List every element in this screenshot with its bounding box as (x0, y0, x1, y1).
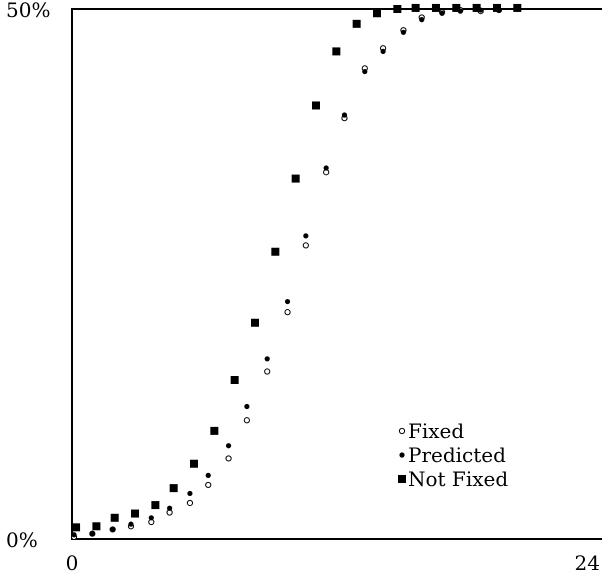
fixed-point-12 (302, 242, 309, 249)
predicted-point-9 (244, 403, 250, 410)
not-fixed-point-7 (210, 426, 219, 435)
series-not-fixed (72, 3, 522, 532)
not-fixed-point-5 (169, 484, 178, 493)
not-fixed-point-1 (92, 522, 101, 531)
predicted-point-0 (71, 532, 77, 538)
predicted-point-6 (187, 490, 193, 497)
predicted-point-10 (264, 356, 270, 362)
not-fixed-point-13 (332, 47, 341, 56)
legend-label-predicted: Predicted (408, 443, 506, 467)
predicted-point-18 (419, 17, 425, 23)
predicted-point-5 (167, 505, 173, 511)
predicted-point-13 (323, 165, 329, 171)
predicted-point-12 (303, 233, 309, 239)
not-fixed-point-22 (513, 3, 522, 12)
tick-labels: 0% 50% 0 24 (6, 0, 600, 575)
y-tick-label-0: 0% (6, 528, 38, 552)
data-markers (70, 3, 522, 540)
fixed-point-10 (264, 368, 271, 375)
legend-marker-not-fixed (398, 475, 406, 483)
not-fixed-point-9 (251, 318, 259, 327)
fixed-point-7 (205, 481, 212, 489)
predicted-point-11 (284, 298, 291, 305)
y-tick-label-50: 50% (6, 0, 50, 22)
not-fixed-point-16 (393, 5, 402, 13)
fixed-point-8 (225, 455, 232, 462)
legend-item-fixed: Fixed (398, 419, 464, 443)
fixed-point-11 (284, 309, 291, 316)
not-fixed-point-11 (291, 174, 300, 183)
predicted-point-16 (380, 48, 386, 55)
legend-item-not-fixed: Not Fixed (398, 467, 508, 491)
not-fixed-point-19 (452, 3, 461, 12)
predicted-point-14 (341, 112, 348, 118)
not-fixed-point-2 (110, 513, 119, 522)
not-fixed-point-15 (373, 9, 381, 18)
predicted-point-7 (205, 472, 211, 478)
not-fixed-point-18 (431, 3, 440, 12)
predicted-point-3 (128, 521, 134, 527)
not-fixed-point-21 (492, 3, 501, 12)
not-fixed-point-10 (271, 247, 280, 256)
predicted-point-15 (362, 68, 368, 75)
not-fixed-point-12 (312, 101, 320, 110)
not-fixed-point-4 (151, 501, 160, 510)
legend-marker-predicted (399, 452, 405, 458)
predicted-point-2 (110, 526, 116, 533)
not-fixed-point-8 (230, 376, 239, 384)
fixed-point-9 (243, 417, 250, 424)
predicted-point-19 (439, 10, 445, 16)
legend-label-fixed: Fixed (408, 419, 464, 443)
predicted-point-8 (225, 443, 232, 449)
not-fixed-point-17 (411, 3, 420, 12)
predicted-point-4 (148, 515, 154, 521)
predicted-point-17 (400, 29, 407, 35)
legend-marker-fixed (398, 427, 406, 435)
legend-label-not-fixed: Not Fixed (408, 467, 508, 491)
plot-axes (71, 8, 602, 540)
legend-item-predicted: Predicted (399, 443, 506, 467)
predicted-point-1 (89, 531, 95, 537)
not-fixed-point-3 (131, 509, 140, 518)
not-fixed-point-20 (472, 3, 481, 12)
not-fixed-point-14 (352, 19, 361, 28)
not-fixed-point-0 (72, 523, 81, 532)
not-fixed-point-6 (190, 459, 198, 468)
x-tick-label-0: 0 (66, 551, 79, 575)
x-tick-label-24: 24 (575, 551, 600, 575)
fixed-point-6 (186, 499, 194, 507)
